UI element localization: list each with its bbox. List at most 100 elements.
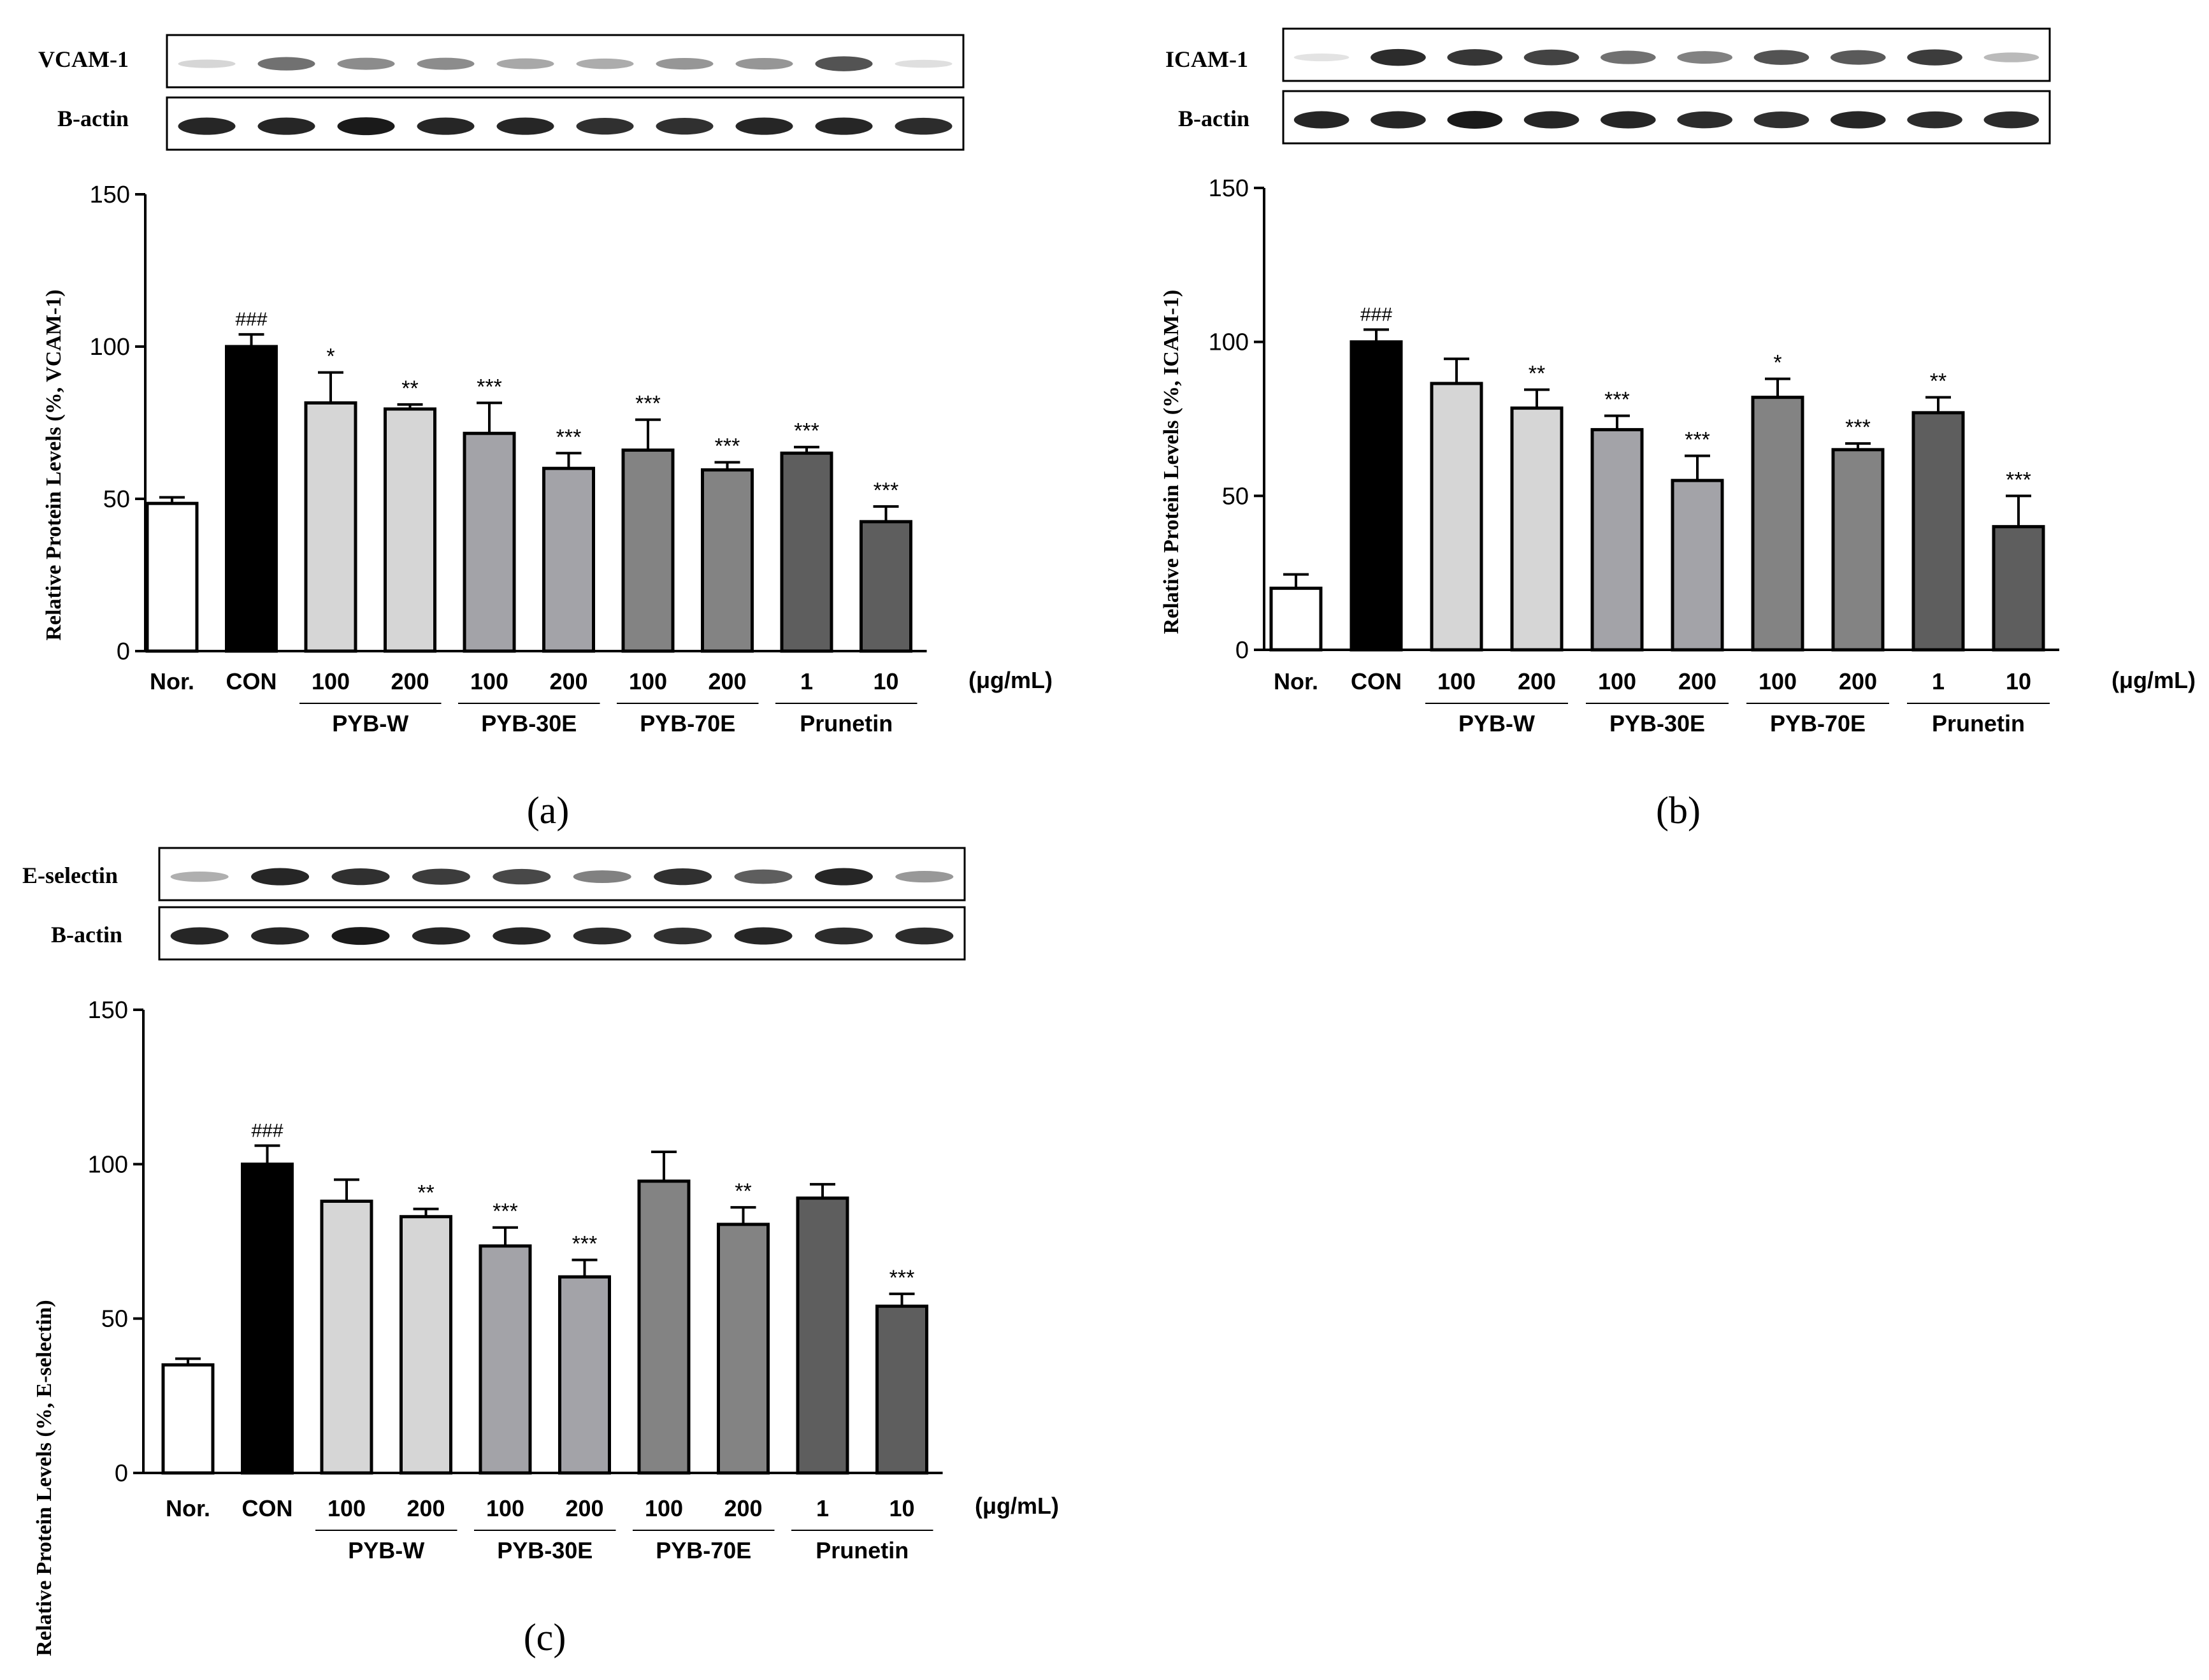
significance-label: **: [401, 377, 418, 401]
x-tick-label: 100: [645, 1495, 683, 1521]
bar: [161, 1363, 215, 1475]
blot-band: [654, 868, 712, 886]
significance-label: *: [326, 345, 335, 369]
x-tick-label: CON: [226, 668, 277, 694]
blot-band: [895, 117, 953, 135]
blot-label-target: VCAM-1: [38, 47, 129, 72]
bar: [1510, 406, 1564, 652]
blot-band: [1983, 111, 2040, 129]
blot-band: [815, 117, 873, 135]
blot-band: [573, 927, 631, 945]
significance-label: ***: [572, 1232, 598, 1256]
blot-label-actin: B-actin: [51, 922, 122, 947]
panel-label: (a): [527, 789, 570, 831]
blot-band: [1293, 54, 1349, 62]
blot-band: [417, 117, 475, 135]
group-label: Prunetin: [816, 1537, 909, 1563]
x-tick-label: 200: [724, 1495, 762, 1521]
blot-band: [1371, 111, 1426, 129]
x-tick-label: 1: [800, 668, 813, 694]
blot-label-actin: B-actin: [1178, 106, 1249, 131]
blot-band: [735, 117, 793, 135]
group-label: PYB-W: [1458, 710, 1535, 736]
bar: [860, 520, 912, 653]
blot-band: [178, 117, 236, 135]
blot-band: [1907, 49, 1962, 66]
bar: [701, 468, 754, 653]
x-tick-label: 200: [1678, 668, 1716, 694]
panel-label: (c): [524, 1616, 566, 1658]
x-tick-label: 1: [816, 1495, 829, 1521]
units-label: (μg/mL): [968, 667, 1053, 693]
blot-band: [331, 927, 390, 945]
group-label: PYB-30E: [481, 710, 577, 736]
group-label: PYB-70E: [1770, 710, 1866, 736]
bar: [1590, 427, 1644, 652]
bar: [384, 407, 436, 653]
significance-label: ***: [493, 1200, 518, 1224]
blot-band: [1907, 111, 1962, 129]
group-label: PYB-30E: [1609, 710, 1705, 736]
bar: [320, 1199, 373, 1475]
blot-band: [1293, 111, 1349, 129]
x-tick-label: 100: [327, 1495, 366, 1521]
blot-band: [1601, 111, 1656, 129]
blot-band: [576, 118, 634, 135]
significance-label: ***: [556, 425, 582, 449]
blot-band: [417, 57, 475, 70]
bar: [225, 345, 278, 653]
panel-a: VCAM-1 B-actin 0 50 100 150 Nor. ### CON * 100 **…: [38, 34, 1053, 831]
bar: [1831, 448, 1885, 652]
bar: [1430, 382, 1483, 652]
blot-band: [656, 57, 714, 70]
panel-b: ICAM-1 B-actin 0 50 100 150 Nor. ### CON 100 ** 2…: [1160, 27, 2196, 831]
significance-label: **: [1930, 370, 1946, 394]
x-tick-label: 200: [565, 1495, 603, 1521]
significance-label: ***: [794, 419, 819, 443]
blot-target-strip: [158, 847, 966, 901]
blot-band: [1371, 48, 1426, 66]
x-tick-label: 10: [2006, 668, 2031, 694]
bar: [478, 1244, 532, 1475]
y-axis-label: Relative Protein Levels (%, E-selectin): [32, 1300, 56, 1656]
blot-band: [257, 117, 315, 135]
bar: [1992, 525, 2045, 652]
x-tick-label: 100: [312, 668, 350, 694]
x-tick-label: 10: [873, 668, 898, 694]
bar: [796, 1196, 849, 1475]
significance-label: *: [1773, 351, 1781, 375]
significance-label: ###: [1360, 304, 1392, 325]
x-tick-label: 200: [1518, 668, 1556, 694]
bar: [1751, 396, 1804, 652]
bar: [1349, 340, 1403, 652]
x-tick-label: 100: [1437, 668, 1476, 694]
bar: [558, 1275, 611, 1475]
blot-band: [257, 57, 315, 71]
x-tick-label: Nor.: [166, 1495, 210, 1521]
blot-band: [493, 927, 551, 945]
blot-band: [895, 59, 953, 68]
y-tick-label: 0: [1235, 637, 1249, 664]
x-tick-label: 100: [629, 668, 667, 694]
blot-band: [1677, 51, 1732, 64]
significance-label: ***: [477, 375, 502, 399]
bar: [241, 1162, 294, 1475]
y-axis-label: Relative Protein Levels (%, VCAM-1): [42, 289, 66, 640]
bar: [463, 431, 516, 653]
blot-band: [496, 117, 554, 135]
blot-band: [735, 57, 793, 70]
y-tick-label: 0: [115, 1460, 128, 1487]
y-tick-label: 0: [117, 638, 130, 665]
blot-band: [1601, 50, 1656, 64]
blot-band: [895, 871, 954, 883]
group-label: Prunetin: [1932, 710, 2025, 736]
blot-actin-strip: [1282, 90, 2051, 145]
blot-band: [170, 871, 229, 882]
bar: [399, 1215, 452, 1475]
blot-label-target: ICAM-1: [1165, 47, 1248, 72]
x-tick-label: 100: [1598, 668, 1636, 694]
blot-band: [251, 868, 310, 886]
x-tick-label: 1: [1932, 668, 1945, 694]
blot-band: [496, 58, 554, 69]
panel-c: E-selectin B-actin 0 50 100 150 Nor. ### CON 10…: [22, 847, 1059, 1658]
